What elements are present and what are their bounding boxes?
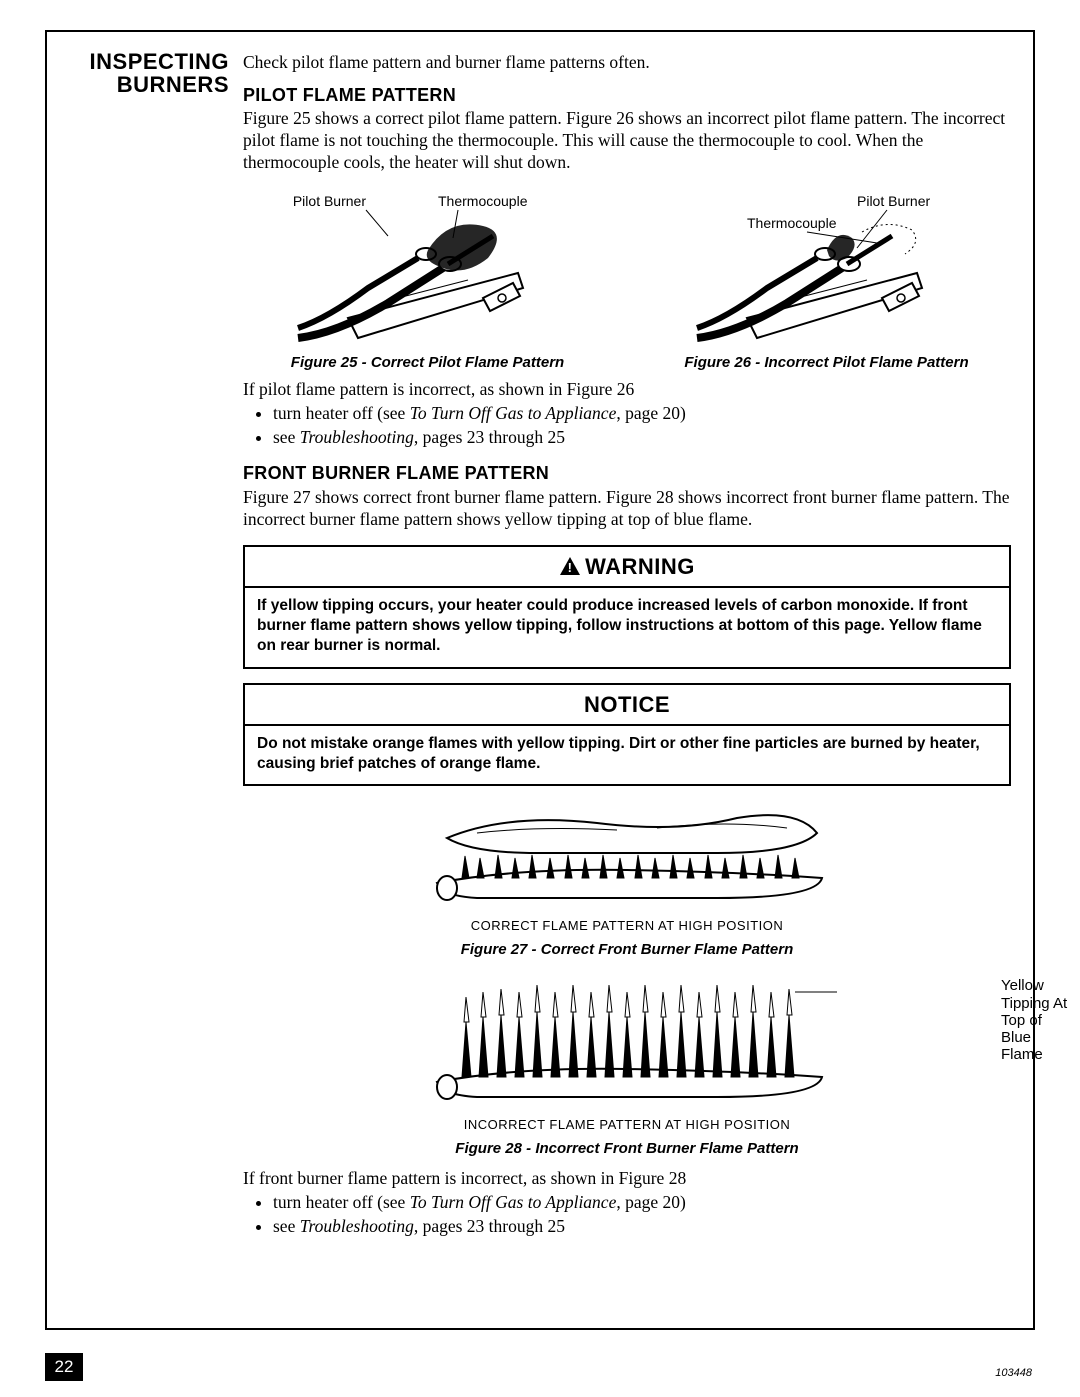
figure-27: CORRECT FLAME PATTERN AT HIGH POSITION F…: [243, 798, 1011, 959]
pilot-bullet-2: see Troubleshooting, pages 23 through 25: [273, 427, 1011, 449]
fig28-annotation: YellowTipping AtTop ofBlueFlame: [1001, 977, 1080, 1063]
pilot-figures-row: Pilot Burner Thermocouple: [243, 188, 1011, 373]
label-thermocouple: Thermocouple: [438, 193, 528, 209]
fig27-sub: CORRECT FLAME PATTERN AT HIGH POSITION: [243, 918, 1011, 934]
front-heading: FRONT BURNER FLAME PATTERN: [243, 462, 1011, 485]
fig25-caption: Figure 25 - Correct Pilot Flame Pattern: [243, 354, 612, 373]
fig27-caption: Figure 27 - Correct Front Burner Flame P…: [243, 941, 1011, 960]
main-content: Check pilot flame pattern and burner fla…: [243, 50, 1011, 1252]
label-pilot-burner-26: Pilot Burner: [857, 193, 930, 209]
front-bullet-1: turn heater off (see To Turn Off Gas to …: [273, 1192, 1011, 1214]
figure-26: Pilot Burner Thermocouple: [642, 188, 1011, 373]
warning-triangle-icon: !: [559, 556, 581, 576]
intro-text: Check pilot flame pattern and burner fla…: [243, 52, 1011, 74]
pilot-bullets: turn heater off (see To Turn Off Gas to …: [243, 403, 1011, 449]
pilot-burner-correct-illustration: Pilot Burner Thermocouple: [288, 188, 568, 348]
page-number: 22: [45, 1353, 83, 1381]
section-title-line2: BURNERS: [69, 73, 229, 96]
document-id: 103448: [995, 1367, 1032, 1379]
front-after-para: If front burner flame pattern is incorre…: [243, 1168, 1011, 1190]
correct-front-burner-illustration: [417, 798, 837, 918]
svg-text:!: !: [568, 560, 573, 575]
front-bullets: turn heater off (see To Turn Off Gas to …: [243, 1192, 1011, 1238]
fig28-sub: INCORRECT FLAME PATTERN AT HIGH POSITION: [243, 1117, 1011, 1133]
fig28-caption: Figure 28 - Incorrect Front Burner Flame…: [243, 1140, 1011, 1159]
pilot-after-para: If pilot flame pattern is incorrect, as …: [243, 379, 1011, 401]
notice-title: NOTICE: [245, 685, 1009, 727]
warning-body: If yellow tipping occurs, your heater co…: [245, 588, 1009, 666]
fig26-caption: Figure 26 - Incorrect Pilot Flame Patter…: [642, 354, 1011, 373]
front-bullet-2: see Troubleshooting, pages 23 through 25: [273, 1216, 1011, 1238]
notice-body: Do not mistake orange flames with yellow…: [245, 726, 1009, 784]
figure-25: Pilot Burner Thermocouple: [243, 188, 612, 373]
warning-header: ! WARNING: [245, 547, 1009, 589]
warning-title: WARNING: [585, 554, 695, 579]
front-para: Figure 27 shows correct front burner fla…: [243, 487, 1011, 531]
pilot-para: Figure 25 shows a correct pilot flame pa…: [243, 108, 1011, 174]
incorrect-front-burner-illustration: [417, 967, 837, 1117]
warning-box: ! WARNING If yellow tipping occurs, your…: [243, 545, 1011, 669]
figure-28: YellowTipping AtTop ofBlueFlame INCORREC…: [243, 967, 1011, 1158]
pilot-bullet-1: turn heater off (see To Turn Off Gas to …: [273, 403, 1011, 425]
notice-box: NOTICE Do not mistake orange flames with…: [243, 683, 1011, 787]
label-thermocouple-26: Thermocouple: [747, 215, 837, 231]
label-pilot-burner: Pilot Burner: [292, 193, 365, 209]
pilot-burner-incorrect-illustration: Pilot Burner Thermocouple: [687, 188, 967, 348]
section-title-line1: INSPECTING: [69, 50, 229, 73]
section-title: INSPECTING BURNERS: [69, 50, 229, 96]
pilot-heading: PILOT FLAME PATTERN: [243, 84, 1011, 107]
